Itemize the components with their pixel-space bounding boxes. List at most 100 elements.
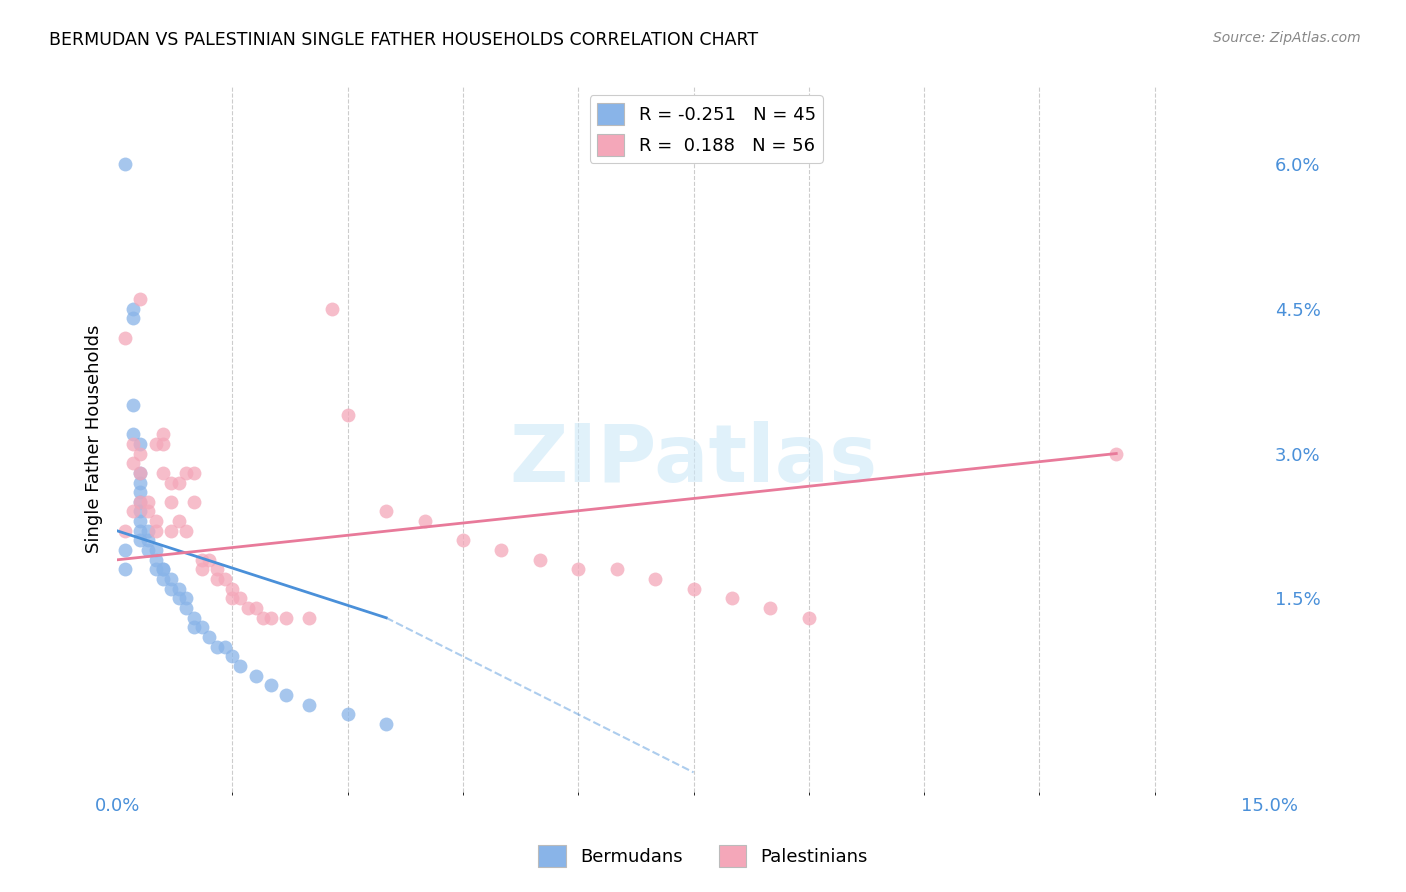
- Point: [160, 475, 183, 490]
- Point: [145, 543, 167, 558]
- Point: [221, 591, 243, 606]
- Point: [167, 591, 190, 606]
- Point: [152, 466, 174, 480]
- Point: [114, 524, 136, 538]
- Point: [152, 427, 174, 442]
- Text: BERMUDAN VS PALESTINIAN SINGLE FATHER HOUSEHOLDS CORRELATION CHART: BERMUDAN VS PALESTINIAN SINGLE FATHER HO…: [49, 31, 758, 49]
- Point: [797, 611, 820, 625]
- Point: [190, 562, 212, 576]
- Point: [152, 562, 174, 576]
- Point: [229, 591, 252, 606]
- Text: Source: ZipAtlas.com: Source: ZipAtlas.com: [1213, 31, 1361, 45]
- Point: [152, 572, 174, 586]
- Point: [229, 659, 252, 673]
- Point: [644, 572, 666, 586]
- Point: [759, 601, 782, 615]
- Point: [129, 495, 152, 509]
- Point: [121, 311, 143, 326]
- Point: [129, 446, 152, 460]
- Text: ZIPatlas: ZIPatlas: [509, 421, 877, 500]
- Point: [176, 591, 198, 606]
- Point: [145, 562, 167, 576]
- Point: [129, 466, 152, 480]
- Point: [114, 562, 136, 576]
- Point: [136, 543, 159, 558]
- Point: [205, 562, 228, 576]
- Point: [245, 669, 267, 683]
- Point: [205, 640, 228, 654]
- Point: [145, 514, 167, 528]
- Point: [114, 330, 136, 344]
- Point: [136, 504, 159, 518]
- Point: [567, 562, 589, 576]
- Point: [121, 301, 143, 316]
- Point: [129, 504, 152, 518]
- Point: [276, 611, 298, 625]
- Point: [183, 611, 205, 625]
- Point: [152, 562, 174, 576]
- Point: [129, 292, 152, 306]
- Point: [260, 611, 283, 625]
- Point: [606, 562, 628, 576]
- Point: [252, 611, 274, 625]
- Point: [160, 524, 183, 538]
- Point: [721, 591, 744, 606]
- Legend: Bermudans, Palestinians: Bermudans, Palestinians: [531, 838, 875, 874]
- Point: [136, 524, 159, 538]
- Point: [336, 408, 359, 422]
- Point: [529, 553, 551, 567]
- Point: [129, 466, 152, 480]
- Point: [121, 398, 143, 412]
- Point: [136, 495, 159, 509]
- Point: [152, 437, 174, 451]
- Point: [205, 572, 228, 586]
- Point: [160, 572, 183, 586]
- Point: [129, 533, 152, 548]
- Point: [121, 427, 143, 442]
- Point: [114, 156, 136, 170]
- Point: [321, 301, 343, 316]
- Point: [298, 611, 321, 625]
- Point: [160, 582, 183, 596]
- Point: [221, 649, 243, 664]
- Point: [198, 553, 221, 567]
- Point: [298, 698, 321, 712]
- Point: [375, 504, 398, 518]
- Point: [129, 485, 152, 500]
- Point: [221, 582, 243, 596]
- Point: [145, 524, 167, 538]
- Point: [190, 553, 212, 567]
- Point: [336, 707, 359, 722]
- Point: [198, 630, 221, 644]
- Point: [176, 601, 198, 615]
- Point: [121, 437, 143, 451]
- Y-axis label: Single Father Households: Single Father Households: [86, 325, 103, 553]
- Point: [121, 456, 143, 470]
- Point: [413, 514, 436, 528]
- Point: [121, 504, 143, 518]
- Point: [214, 640, 236, 654]
- Point: [145, 553, 167, 567]
- Point: [245, 601, 267, 615]
- Point: [236, 601, 259, 615]
- Point: [129, 524, 152, 538]
- Point: [375, 717, 398, 731]
- Point: [276, 688, 298, 702]
- Point: [260, 678, 283, 692]
- Point: [491, 543, 513, 558]
- Point: [129, 475, 152, 490]
- Point: [167, 582, 190, 596]
- Point: [114, 543, 136, 558]
- Point: [129, 437, 152, 451]
- Point: [183, 620, 205, 634]
- Point: [214, 572, 236, 586]
- Point: [176, 466, 198, 480]
- Point: [190, 620, 212, 634]
- Point: [1105, 446, 1128, 460]
- Point: [129, 495, 152, 509]
- Point: [167, 475, 190, 490]
- Point: [183, 466, 205, 480]
- Point: [167, 514, 190, 528]
- Point: [682, 582, 704, 596]
- Legend: R = -0.251   N = 45, R =  0.188   N = 56: R = -0.251 N = 45, R = 0.188 N = 56: [589, 95, 823, 163]
